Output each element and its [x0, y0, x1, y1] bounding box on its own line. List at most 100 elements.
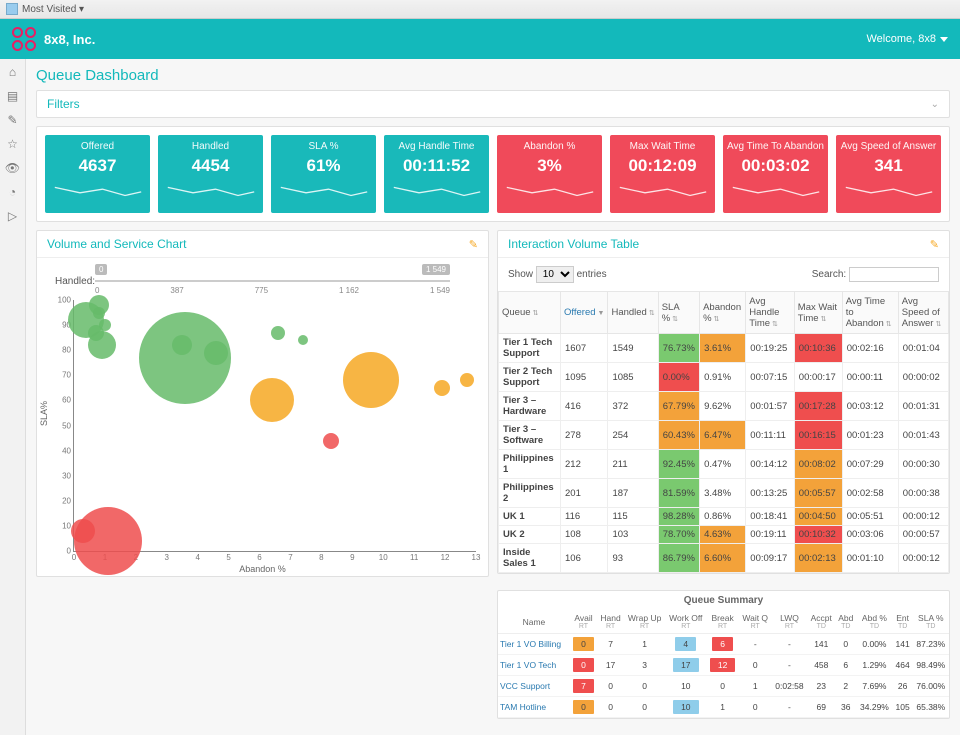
bubble[interactable]	[460, 373, 474, 387]
table-row[interactable]: Tier 3 – Software27825460.43%6.47%00:11:…	[499, 421, 949, 450]
page-title: Queue Dashboard	[36, 67, 950, 84]
filters-panel: Filters ⌄	[36, 90, 950, 118]
kpi-card: Abandon % 3%	[497, 135, 602, 213]
company-name: 8x8, Inc.	[44, 32, 95, 47]
clock-icon[interactable]: ◔	[6, 185, 20, 199]
table-row[interactable]: Tier 1 Tech Support1607154976.73%3.61%00…	[499, 334, 949, 363]
kpi-card: SLA %61%	[271, 135, 376, 213]
table-row[interactable]: Philippines 220118781.59%3.48%00:13:2500…	[499, 479, 949, 508]
star-icon[interactable]: ☆	[6, 137, 20, 151]
queue-summary-panel: Queue Summary NameAvailRTHandRTWrap UpRT…	[497, 590, 950, 719]
column-header[interactable]: Max Wait Time⇅	[794, 292, 842, 334]
table-row[interactable]: Tier 1 VO Tech017317120-45861.29%46498.4…	[498, 655, 949, 676]
column-header[interactable]: Wrap UpRT	[624, 610, 665, 634]
bubble[interactable]	[298, 335, 308, 345]
column-header[interactable]: AccptTD	[807, 610, 835, 634]
kpi-value: 00:12:09	[614, 156, 711, 176]
kpi-card: Avg Handle Time00:11:52	[384, 135, 489, 213]
bubble[interactable]	[250, 378, 294, 422]
bubble[interactable]	[88, 331, 116, 359]
volume-chart-title: Volume and Service Chart	[47, 237, 186, 251]
table-row[interactable]: Tier 2 Tech Support109510850.00%0.91%00:…	[499, 363, 949, 392]
home-icon[interactable]: ⌂	[6, 65, 20, 79]
column-header[interactable]: Avg Handle Time⇅	[746, 292, 795, 334]
kpi-title: Avg Time To Abandon	[727, 141, 824, 152]
show-label: Show	[508, 269, 533, 280]
column-header[interactable]: Abandon %⇅	[700, 292, 746, 334]
filters-collapse-icon[interactable]: ⌄	[931, 99, 939, 110]
table-row[interactable]: TAM Hotline0001010-693634.29%10565.38%	[498, 697, 949, 718]
bubble[interactable]	[93, 307, 105, 319]
column-header[interactable]: Queue⇅	[499, 292, 561, 334]
browser-bookmark-bar: Most Visited ▾	[0, 0, 960, 19]
kpi-card: Avg Speed of Answer341	[836, 135, 941, 213]
column-header[interactable]: Avg Time to Abandon⇅	[842, 292, 898, 334]
queue-summary-table: NameAvailRTHandRTWrap UpRTWork OffRTBrea…	[498, 610, 949, 718]
kpi-value: 3%	[501, 156, 598, 176]
table-row[interactable]: Tier 1 VO Billing07146--14100.00%14187.2…	[498, 634, 949, 655]
table-row[interactable]: Tier 3 – Hardware41637267.79%9.62%00:01:…	[499, 392, 949, 421]
column-header[interactable]: Wait QRT	[739, 610, 772, 634]
bubble[interactable]	[71, 519, 95, 543]
volume-chart-panel: Volume and Service Chart ✎ Handled: 0 1 …	[36, 230, 489, 577]
play-icon[interactable]: ▷	[6, 209, 20, 223]
entries-select[interactable]: 10	[536, 266, 574, 283]
column-header[interactable]: BreakRT	[706, 610, 739, 634]
kpi-card: Handled4454	[158, 135, 263, 213]
entries-label: entries	[577, 269, 607, 280]
column-header[interactable]: LWQRT	[772, 610, 808, 634]
bubble[interactable]	[271, 326, 285, 340]
kpi-value: 00:03:02	[727, 156, 824, 176]
column-header[interactable]: SLA %TD	[913, 610, 949, 634]
sparkline-icon	[279, 182, 369, 200]
bookmark-label[interactable]: Most Visited ▾	[22, 4, 84, 15]
kpi-title: Max Wait Time	[614, 141, 711, 152]
column-header[interactable]: EntTD	[893, 610, 913, 634]
column-header[interactable]: Abd %TD	[856, 610, 892, 634]
kpi-value: 00:11:52	[388, 156, 485, 176]
kpi-card: Avg Time To Abandon 00:03:02	[723, 135, 828, 213]
column-header[interactable]: Work OffRT	[665, 610, 706, 634]
kpi-value: 341	[840, 156, 937, 176]
edit-chart-icon[interactable]: ✎	[469, 238, 478, 251]
bubble[interactable]	[343, 352, 399, 408]
column-header[interactable]: AbdTD	[835, 610, 856, 634]
handled-slider[interactable]: Handled: 0 1 549 03877751 1621 549	[37, 258, 488, 296]
kpi-title: Handled	[162, 141, 259, 152]
slider-min-badge: 0	[95, 264, 107, 275]
kpi-card: Offered4637	[45, 135, 150, 213]
column-header[interactable]: Offered▼	[561, 292, 608, 334]
bubble[interactable]	[204, 341, 228, 365]
interaction-table-title: Interaction Volume Table	[508, 237, 639, 251]
table-row[interactable]: Inside Sales 11069386.79%6.60%00:09:1700…	[499, 544, 949, 573]
table-row[interactable]: UK 111611598.28%0.86%00:18:4100:04:5000:…	[499, 508, 949, 526]
column-header[interactable]: HandRT	[597, 610, 624, 634]
column-header[interactable]: AvailRT	[570, 610, 597, 634]
search-input[interactable]	[849, 267, 939, 282]
column-header[interactable]: SLA %⇅	[658, 292, 699, 334]
bubble[interactable]	[99, 319, 111, 331]
sparkline-icon	[392, 182, 482, 200]
queue-summary-title: Queue Summary	[498, 591, 949, 610]
bubble[interactable]	[434, 380, 450, 396]
column-header[interactable]: Name	[498, 610, 570, 634]
app-header: 8x8, Inc. Welcome, 8x8	[0, 19, 960, 59]
search-label: Search:	[812, 269, 846, 280]
edit-icon[interactable]: ✎	[6, 113, 20, 127]
kpi-title: Abandon %	[501, 141, 598, 152]
table-row[interactable]: Philippines 121221192.45%0.47%00:14:1200…	[499, 450, 949, 479]
table-row[interactable]: VCC Support70010010:02:582327.69%2676.00…	[498, 676, 949, 697]
chevron-down-icon	[940, 37, 948, 42]
edit-table-icon[interactable]: ✎	[930, 238, 939, 251]
column-header[interactable]: Avg Speed of Answer⇅	[898, 292, 948, 334]
slider-label: Handled:	[55, 276, 95, 287]
kpi-title: SLA %	[275, 141, 372, 152]
bubble[interactable]	[323, 433, 339, 449]
column-header[interactable]: Handled⇅	[608, 292, 658, 334]
table-row[interactable]: UK 210810378.70%4.63%00:19:1100:10:3200:…	[499, 526, 949, 544]
y-axis-label: SLA%	[39, 401, 49, 426]
user-menu[interactable]: Welcome, 8x8	[867, 33, 949, 45]
eye-icon[interactable]: 👁	[6, 161, 20, 175]
dashboard-icon[interactable]: ▤	[6, 89, 20, 103]
bubble[interactable]	[172, 335, 192, 355]
